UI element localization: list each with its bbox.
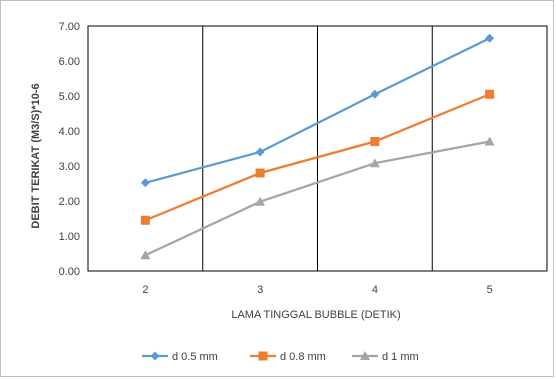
- data-point-d-0-5-mm: [255, 147, 265, 157]
- x-tick-label: 2: [142, 284, 148, 296]
- data-point-d-0-8-mm: [370, 137, 380, 146]
- data-point-d-0-8-mm: [255, 168, 265, 178]
- legend-label: d 1 mm: [382, 351, 419, 363]
- y-tick-label: 4.00: [59, 126, 80, 138]
- data-point-d-0-8-mm: [485, 89, 495, 99]
- y-tick-label: 6.00: [59, 56, 80, 68]
- legend-swatch-marker: [258, 351, 268, 361]
- y-tick-label: 3.00: [59, 161, 80, 173]
- y-tick-labels: 0.00 1.00 2.00 3.00 4.00 5.00 6.00 7.00: [59, 21, 80, 278]
- legend-swatch-marker: [150, 351, 160, 361]
- y-axis-title: DEBIT TERIKAT (M3/S)*10-6: [30, 83, 42, 228]
- x-axis-title: LAMA TINGGAL BUBBLE (DETIK): [231, 309, 400, 321]
- data-point-d-0-5-mm: [370, 89, 380, 99]
- series-line-d-1-mm: [144, 140, 490, 257]
- series-line-d-0-8-mm: [144, 93, 491, 222]
- x-tick-label: 5: [487, 284, 493, 296]
- data-point-d-1-mm: [255, 196, 266, 206]
- series-lines: [140, 33, 495, 260]
- data-point-d-0-5-mm: [140, 178, 150, 188]
- x-tick-label: 4: [372, 284, 378, 296]
- y-tick-label: 2.00: [59, 196, 80, 208]
- data-point-d-0-5-mm: [485, 33, 495, 43]
- legend-label: d 0.8 mm: [280, 351, 326, 363]
- plot-area-border: [87, 25, 548, 272]
- y-tick-label: 7.00: [59, 21, 80, 33]
- x-tick-labels: 2 3 4 5: [142, 284, 492, 296]
- data-point-d-0-8-mm: [140, 215, 150, 225]
- data-point-d-1-mm: [140, 250, 151, 260]
- legend: d 0.5 mm d 0.8 mm d 1 mm: [142, 351, 419, 363]
- legend-item-d-1-mm: d 1 mm: [352, 351, 419, 363]
- series-line-d-0-5-mm: [145, 37, 491, 184]
- y-tick-label: 1.00: [59, 231, 80, 243]
- legend-swatch-marker: [360, 351, 370, 360]
- y-tick-label: 5.00: [59, 91, 80, 103]
- grid: [202, 26, 433, 271]
- data-point-d-1-mm: [369, 158, 380, 168]
- legend-item-d-0-5-mm: d 0.5 mm: [142, 351, 218, 363]
- legend-item-d-0-8-mm: d 0.8 mm: [250, 351, 326, 363]
- y-tick-label: 0.00: [59, 266, 80, 278]
- data-point-d-1-mm: [484, 136, 495, 146]
- axes: [87, 25, 548, 272]
- legend-label: d 0.5 mm: [172, 351, 218, 363]
- x-tick-label: 3: [257, 284, 263, 296]
